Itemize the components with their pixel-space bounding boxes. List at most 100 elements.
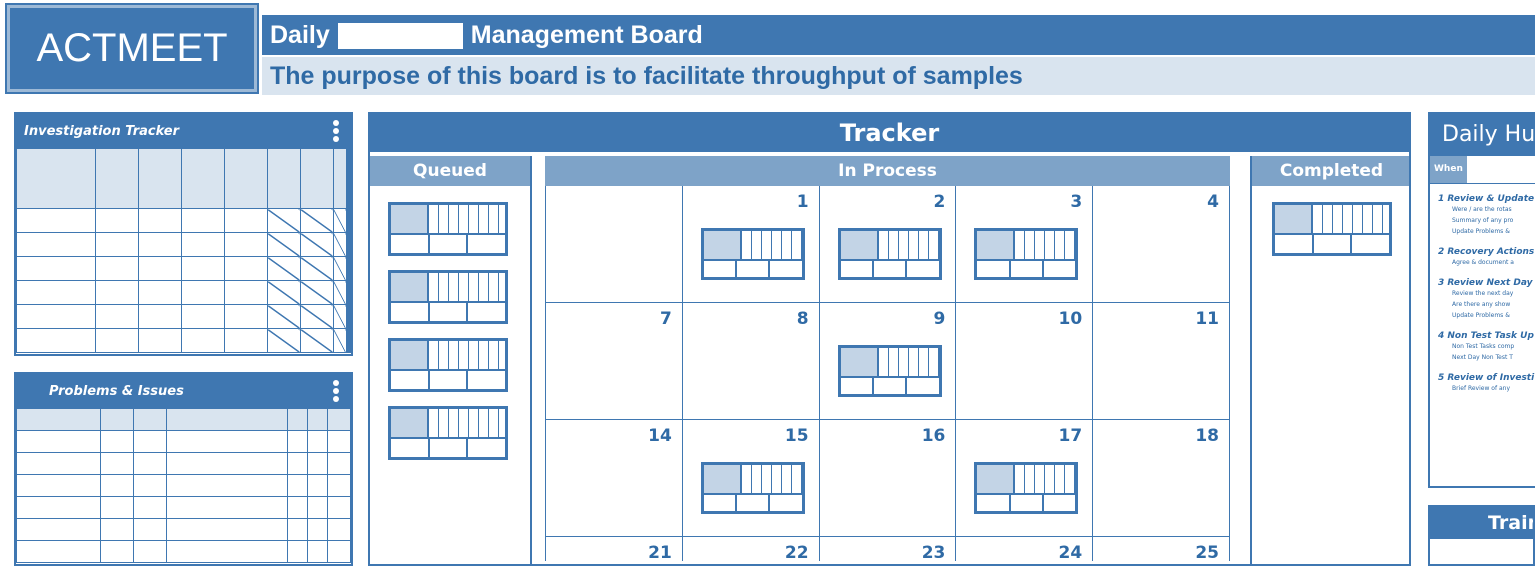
calendar-day[interactable]: 9 <box>819 303 957 420</box>
table-row[interactable] <box>16 540 351 563</box>
calendar-day[interactable]: 24 <box>956 537 1094 563</box>
table-cell[interactable] <box>326 540 351 563</box>
table-cell[interactable] <box>299 304 334 329</box>
sample-card[interactable] <box>388 202 508 256</box>
table-cell[interactable] <box>16 430 101 453</box>
table-cell[interactable] <box>180 328 225 353</box>
table-row[interactable] <box>16 430 351 453</box>
table-row[interactable] <box>16 280 351 305</box>
table-cell[interactable] <box>332 232 347 257</box>
table-cell[interactable] <box>326 518 351 541</box>
table-cell[interactable] <box>95 304 140 329</box>
table-cell[interactable] <box>132 452 168 475</box>
calendar-day[interactable]: 25 <box>1093 537 1230 563</box>
sample-card[interactable] <box>388 338 508 392</box>
table-cell[interactable] <box>266 328 301 353</box>
table-cell[interactable] <box>16 452 101 475</box>
table-cell[interactable] <box>99 540 134 563</box>
table-cell[interactable] <box>180 256 225 281</box>
table-cell[interactable] <box>266 232 301 257</box>
table-cell[interactable] <box>95 232 140 257</box>
table-cell[interactable] <box>166 496 288 519</box>
table-cell[interactable] <box>95 280 140 305</box>
table-cell[interactable] <box>299 280 334 305</box>
table-cell[interactable] <box>138 256 182 281</box>
table-cell[interactable] <box>286 474 308 497</box>
table-cell[interactable] <box>16 328 97 353</box>
table-cell[interactable] <box>16 474 101 497</box>
table-cell[interactable] <box>306 540 328 563</box>
calendar-day[interactable]: 21 <box>546 537 683 563</box>
table-cell[interactable] <box>99 496 134 519</box>
table-cell[interactable] <box>16 518 101 541</box>
table-cell[interactable] <box>266 304 301 329</box>
table-row[interactable] <box>16 496 351 519</box>
table-cell[interactable] <box>306 452 328 475</box>
table-cell[interactable] <box>348 328 351 353</box>
table-cell[interactable] <box>16 208 97 233</box>
sample-card[interactable] <box>1272 202 1392 256</box>
table-cell[interactable] <box>286 496 308 519</box>
calendar-day[interactable]: 4 <box>1093 186 1230 303</box>
table-cell[interactable] <box>95 208 140 233</box>
table-cell[interactable] <box>132 518 168 541</box>
table-cell[interactable] <box>132 540 168 563</box>
table-cell[interactable] <box>332 256 347 281</box>
table-cell[interactable] <box>138 280 182 305</box>
sample-card[interactable] <box>837 345 942 397</box>
table-row[interactable] <box>16 208 351 233</box>
table-cell[interactable] <box>16 232 97 257</box>
table-cell[interactable] <box>180 280 225 305</box>
table-cell[interactable] <box>348 280 351 305</box>
table-cell[interactable] <box>348 208 351 233</box>
table-cell[interactable] <box>266 280 301 305</box>
table-cell[interactable] <box>99 518 134 541</box>
table-cell[interactable] <box>306 496 328 519</box>
table-cell[interactable] <box>138 304 182 329</box>
table-cell[interactable] <box>166 452 288 475</box>
table-cell[interactable] <box>223 328 268 353</box>
table-cell[interactable] <box>266 208 301 233</box>
table-cell[interactable] <box>299 256 334 281</box>
table-cell[interactable] <box>16 304 97 329</box>
table-cell[interactable] <box>299 328 334 353</box>
calendar-day[interactable]: 16 <box>819 420 957 537</box>
table-row[interactable] <box>16 474 351 497</box>
table-cell[interactable] <box>132 474 168 497</box>
sample-card[interactable] <box>837 228 942 280</box>
table-cell[interactable] <box>95 328 140 353</box>
table-cell[interactable] <box>16 540 101 563</box>
table-cell[interactable] <box>286 452 308 475</box>
table-cell[interactable] <box>223 208 268 233</box>
sample-card[interactable] <box>974 228 1079 280</box>
table-row[interactable] <box>16 256 351 281</box>
table-row[interactable] <box>16 232 351 257</box>
table-cell[interactable] <box>326 430 351 453</box>
calendar-day[interactable]: 1 <box>682 186 820 303</box>
table-cell[interactable] <box>99 474 134 497</box>
table-row[interactable] <box>16 452 351 475</box>
calendar-day[interactable] <box>546 186 683 303</box>
table-cell[interactable] <box>180 304 225 329</box>
calendar-day[interactable]: 2 <box>819 186 957 303</box>
table-cell[interactable] <box>326 474 351 497</box>
table-cell[interactable] <box>99 452 134 475</box>
table-cell[interactable] <box>223 304 268 329</box>
table-cell[interactable] <box>166 540 288 563</box>
table-cell[interactable] <box>332 304 347 329</box>
calendar-day[interactable]: 17 <box>956 420 1094 537</box>
table-cell[interactable] <box>132 430 168 453</box>
table-row[interactable] <box>16 328 351 353</box>
calendar-day[interactable]: 10 <box>956 303 1094 420</box>
table-cell[interactable] <box>138 328 182 353</box>
table-cell[interactable] <box>266 256 301 281</box>
sample-card[interactable] <box>974 462 1079 514</box>
calendar-day[interactable]: 7 <box>546 303 683 420</box>
table-cell[interactable] <box>306 518 328 541</box>
table-cell[interactable] <box>286 518 308 541</box>
table-cell[interactable] <box>180 208 225 233</box>
table-cell[interactable] <box>306 430 328 453</box>
table-cell[interactable] <box>95 256 140 281</box>
table-cell[interactable] <box>166 430 288 453</box>
calendar-day[interactable]: 23 <box>820 537 957 563</box>
